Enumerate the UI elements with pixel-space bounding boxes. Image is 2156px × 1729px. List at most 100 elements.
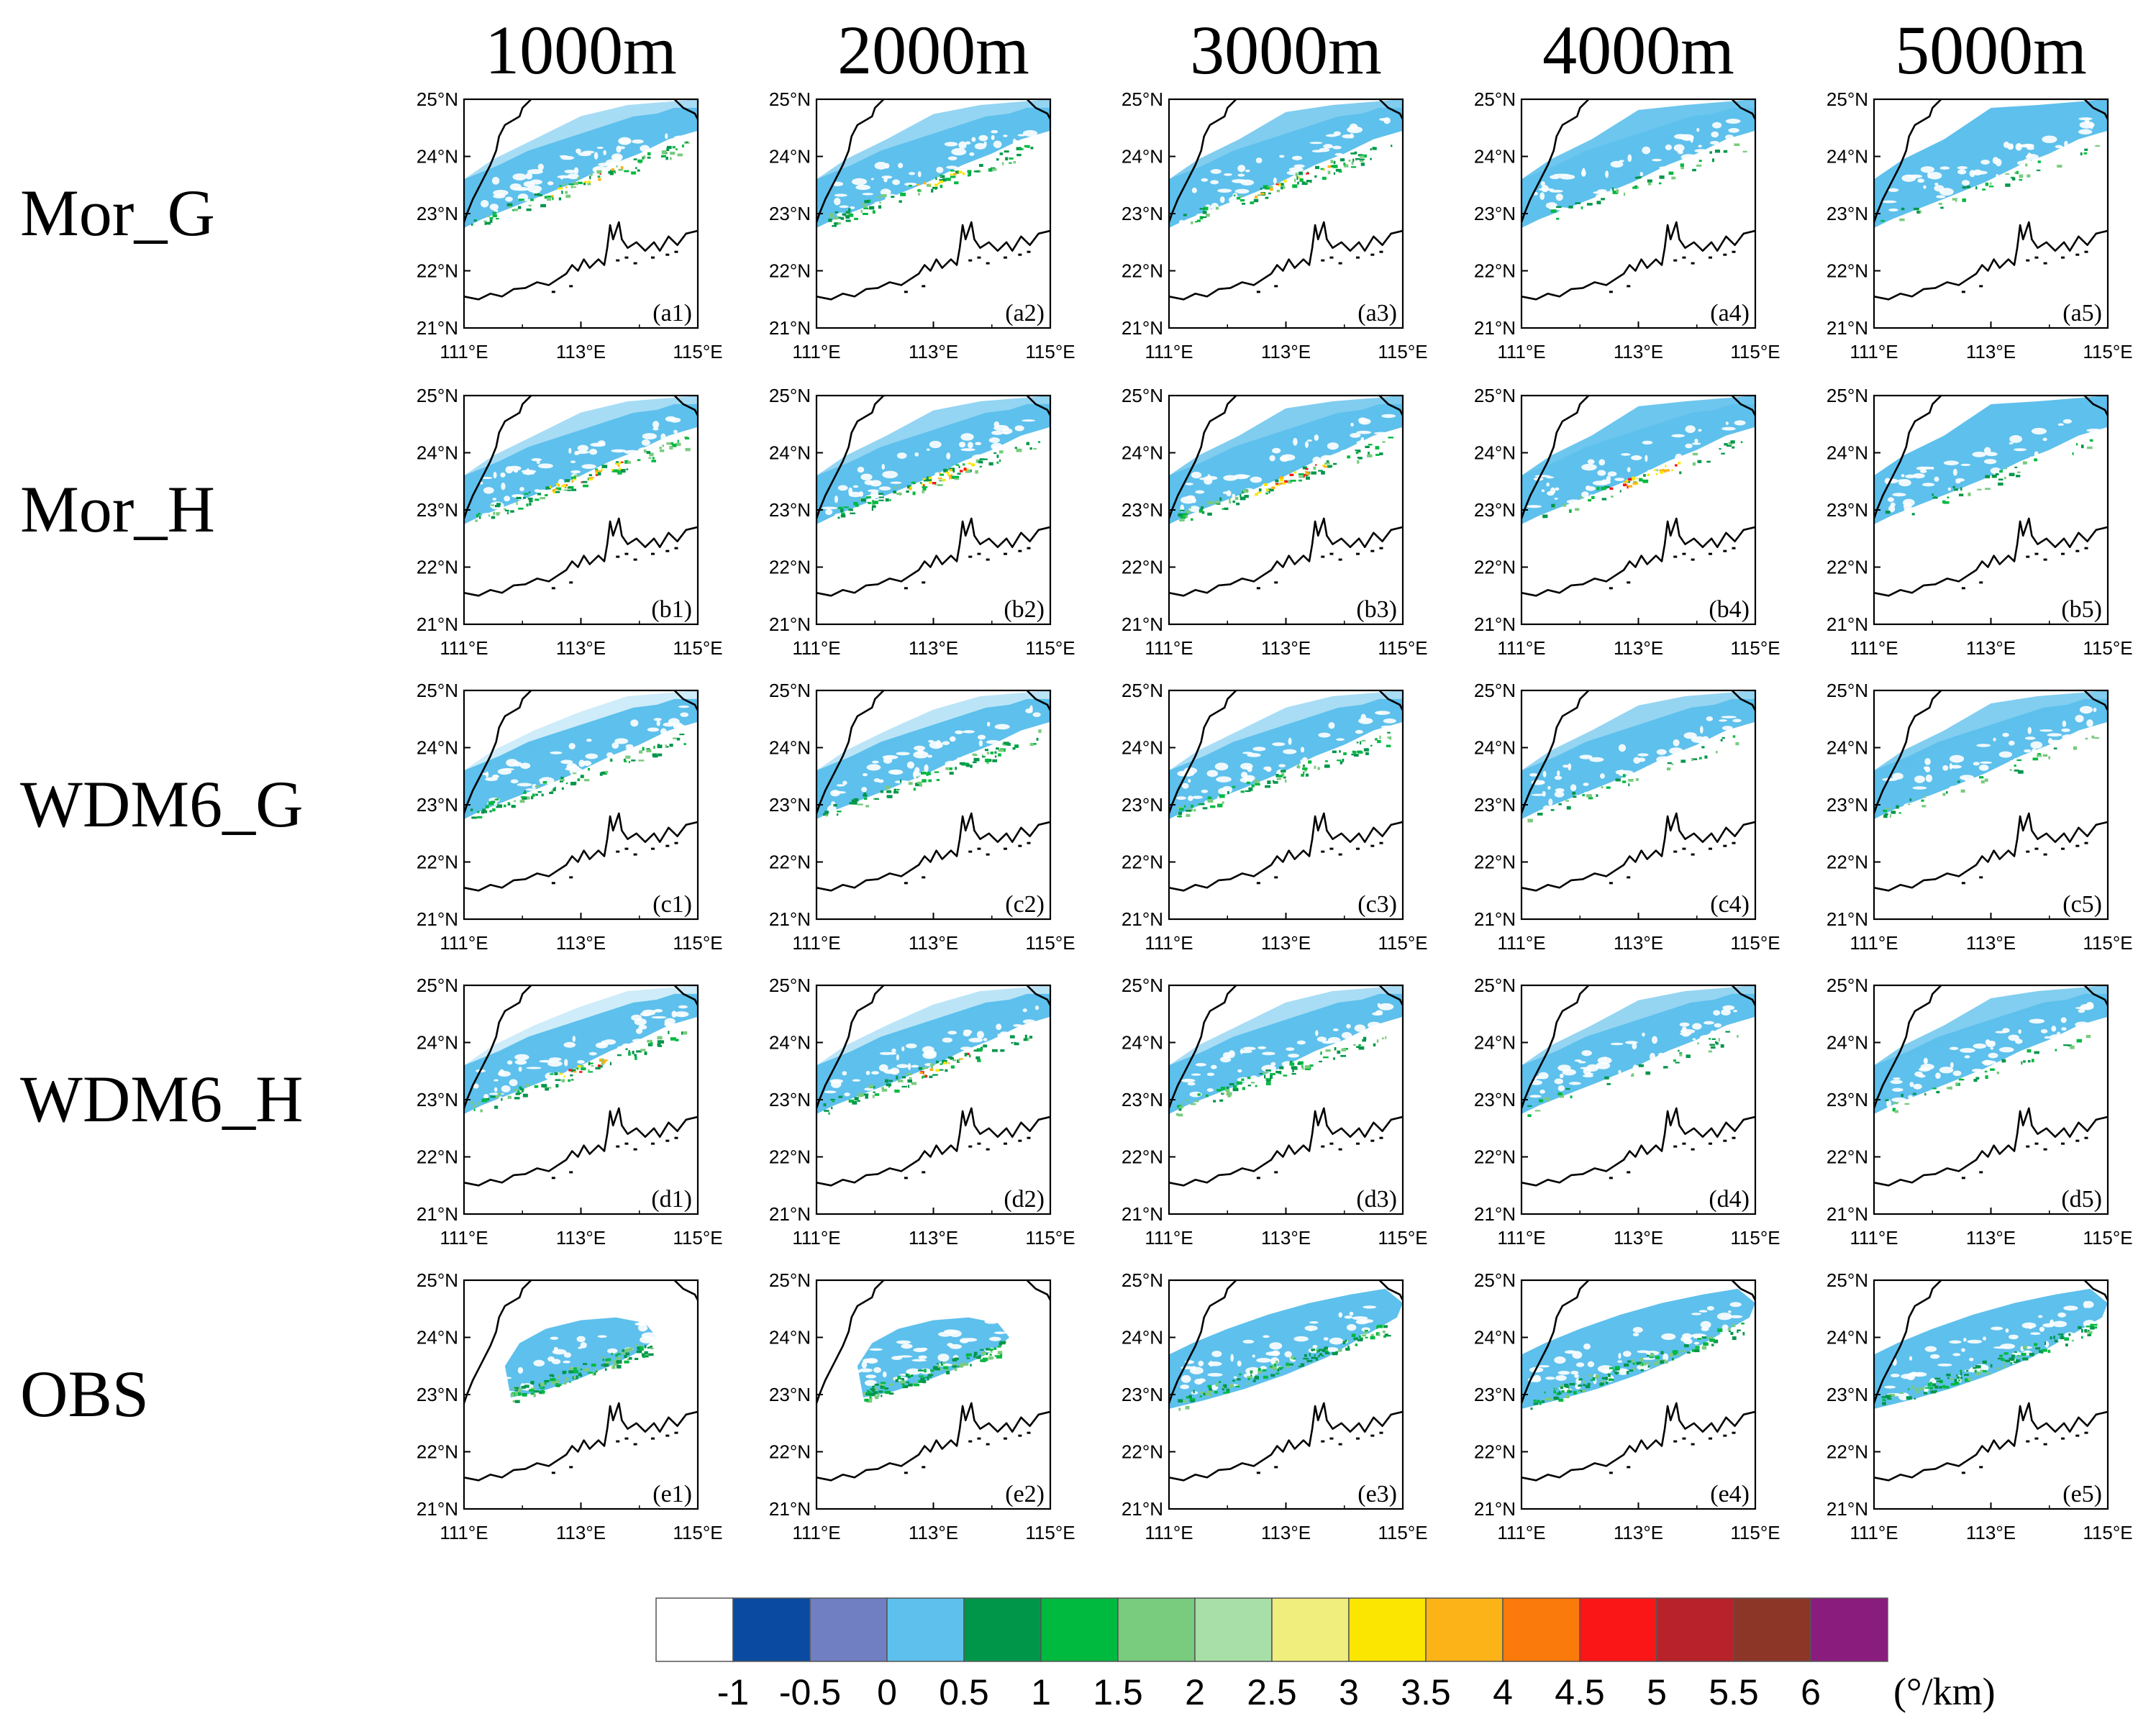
lat-tick-label: 22°N	[417, 260, 458, 282]
lat-tick-label: 24°N	[417, 442, 458, 464]
lon-tick-label: 113°E	[1614, 341, 1663, 362]
lat-tick-label: 24°N	[1122, 146, 1163, 168]
lat-tick-label: 23°N	[1122, 203, 1163, 224]
lat-tick-label: 24°N	[1827, 442, 1868, 464]
province-border	[817, 690, 885, 814]
lat-tick-label: 22°N	[769, 852, 811, 873]
column-title: 5000m	[1895, 12, 2087, 88]
lon-tick-label: 111°E	[440, 1522, 488, 1543]
lat-tick-label: 23°N	[417, 1089, 458, 1110]
lon-tick-label: 113°E	[1614, 1227, 1663, 1249]
lat-tick-label: 25°N	[1122, 680, 1163, 701]
lat-tick-label: 21°N	[1474, 1203, 1516, 1225]
lat-tick-label: 22°N	[1122, 260, 1163, 282]
lon-tick-label: 111°E	[792, 1522, 840, 1543]
province-border	[1874, 396, 1942, 519]
lon-tick-label: 115°E	[1025, 1227, 1075, 1249]
lat-tick-label: 21°N	[769, 908, 811, 930]
province-border	[1522, 690, 1590, 814]
lat-tick-label: 24°N	[769, 442, 811, 464]
lat-tick-label: 25°N	[1122, 385, 1163, 406]
coastline	[1522, 221, 1755, 301]
column-titles: 1000m 2000m 3000m 4000m 5000m	[485, 12, 2087, 88]
lon-tick-label: 113°E	[1614, 1522, 1663, 1543]
colorbar-swatch	[1425, 1597, 1504, 1662]
colorbar-tick-label: 1.5	[1093, 1672, 1143, 1712]
lon-tick-label: 111°E	[440, 341, 488, 362]
province-border	[1026, 1280, 1050, 1301]
column-title: 4000m	[1542, 12, 1734, 88]
lon-tick-label: 111°E	[1850, 1227, 1898, 1249]
row-title: Mor_G	[20, 176, 215, 250]
lat-tick-label: 21°N	[1122, 317, 1163, 339]
lon-tick-label: 111°E	[1145, 637, 1193, 659]
lat-tick-label: 22°N	[769, 1146, 811, 1168]
lon-tick-label: 115°E	[2083, 341, 2132, 362]
lat-tick-label: 23°N	[769, 1089, 811, 1110]
panel-label: (a5)	[2062, 300, 2102, 327]
cloud-band-extension	[464, 396, 698, 476]
lat-tick-label: 21°N	[1827, 1203, 1868, 1225]
coastline	[817, 1107, 1050, 1187]
panel-label: (c3)	[1357, 891, 1397, 918]
province-border	[673, 396, 698, 416]
lon-tick-label: 115°E	[2083, 1227, 2132, 1249]
lat-tick-label: 24°N	[1827, 1032, 1868, 1054]
panel-label: (b4)	[1709, 596, 1750, 623]
colorbar-swatch	[1117, 1597, 1196, 1662]
lon-tick-label: 111°E	[792, 1227, 840, 1249]
panel-label: (a3)	[1357, 300, 1397, 327]
colorbar-swatch	[1656, 1597, 1734, 1662]
column-title: 1000m	[485, 12, 677, 88]
cloud-band	[1169, 1288, 1403, 1409]
province-border	[1522, 396, 1590, 519]
province-border	[464, 99, 532, 223]
lat-tick-label: 23°N	[1827, 1384, 1868, 1405]
colorbar-tick-label: 2	[1185, 1672, 1205, 1712]
lat-tick-label: 22°N	[1122, 852, 1163, 873]
colorbar-tick-label: 3	[1339, 1672, 1359, 1712]
cloud-band-extension	[1874, 985, 2108, 1066]
lat-tick-label: 24°N	[769, 737, 811, 759]
lat-tick-label: 25°N	[1827, 1269, 1868, 1291]
cloud-band-extension	[464, 690, 698, 771]
panel-label: (d4)	[1709, 1186, 1750, 1213]
lat-tick-label: 25°N	[769, 88, 811, 110]
lat-tick-label: 22°N	[1827, 852, 1868, 873]
lat-tick-label: 25°N	[1122, 88, 1163, 110]
lat-tick-label: 25°N	[417, 385, 458, 406]
lon-tick-label: 113°E	[909, 341, 958, 362]
province-border	[1169, 396, 1237, 519]
colorbar-swatch	[1733, 1597, 1811, 1662]
lat-tick-label: 23°N	[417, 1384, 458, 1405]
lat-tick-label: 23°N	[1122, 499, 1163, 521]
lat-tick-label: 22°N	[769, 1441, 811, 1463]
coastline	[1874, 812, 2108, 892]
panel-label: (c5)	[2062, 891, 2102, 918]
panel-label: (d2)	[1004, 1186, 1045, 1213]
lat-tick-label: 25°N	[1122, 975, 1163, 996]
coastline	[1522, 517, 1755, 597]
lat-tick-label: 22°N	[769, 557, 811, 578]
province-border	[1522, 1280, 1590, 1404]
lat-tick-label: 24°N	[1827, 737, 1868, 759]
lat-tick-label: 25°N	[417, 680, 458, 701]
province-border	[2083, 985, 2108, 1006]
lat-tick-label: 22°N	[1122, 1146, 1163, 1168]
cloud-band	[1522, 403, 1755, 524]
coastline	[1169, 812, 1403, 892]
cloud-band-extension	[1169, 99, 1403, 180]
lat-tick-label: 23°N	[769, 203, 811, 224]
lat-tick-label: 21°N	[1122, 1203, 1163, 1225]
lat-tick-label: 23°N	[769, 499, 811, 521]
lon-tick-label: 115°E	[1025, 637, 1075, 659]
lat-tick-label: 23°N	[417, 203, 458, 224]
lon-tick-label: 111°E	[792, 932, 840, 954]
